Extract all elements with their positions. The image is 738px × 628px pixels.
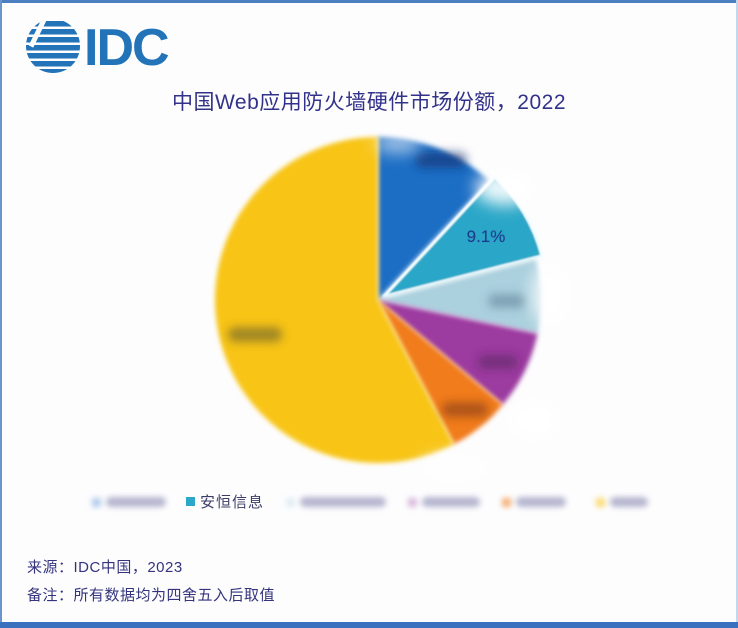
legend-marker-icon bbox=[286, 497, 295, 507]
blur-smear bbox=[531, 263, 571, 327]
pie-slice-6 bbox=[214, 136, 454, 464]
legend-item-2-anheng: 安恒信息 bbox=[186, 492, 265, 511]
legend-label: 安恒信息 bbox=[200, 493, 265, 511]
legend-item-3-redacted bbox=[286, 493, 386, 511]
legend-item-4-redacted bbox=[408, 493, 480, 511]
redacted-legend-text bbox=[422, 497, 480, 507]
legend-item-1-redacted bbox=[92, 493, 166, 511]
legend-marker-icon bbox=[92, 497, 101, 507]
chart-legend: 安恒信息 bbox=[0, 488, 738, 514]
blur-smear bbox=[419, 454, 491, 482]
legend-item-6-redacted bbox=[596, 493, 648, 511]
blur-smear bbox=[374, 133, 422, 153]
redacted-label-blue-slice bbox=[415, 152, 467, 168]
redacted-legend-text bbox=[610, 497, 648, 507]
note-line: 备注：所有数据均为四舍五入后取值 bbox=[27, 587, 276, 604]
frame-border-bottom bbox=[0, 622, 738, 628]
redacted-legend-text bbox=[300, 497, 386, 507]
source-line: 来源：IDC中国，2023 bbox=[27, 559, 183, 576]
legend-item-5-redacted bbox=[502, 493, 566, 511]
idc-globe-icon bbox=[26, 19, 80, 73]
redacted-legend-text bbox=[516, 497, 566, 507]
redacted-label-yellow-slice bbox=[228, 327, 282, 342]
idc-logo: IDC bbox=[26, 19, 171, 77]
pie-slice-1 bbox=[378, 137, 489, 300]
legend-marker-icon bbox=[502, 497, 511, 507]
pie-slice-3 bbox=[378, 259, 542, 334]
redacted-legend-text bbox=[106, 497, 166, 507]
redacted-label-lightblue-slice bbox=[488, 294, 526, 308]
data-label-9-1-percent: 9.1% bbox=[466, 227, 506, 246]
chart-title: 中国Web应用防火墙硬件市场份额，2022 bbox=[171, 91, 566, 114]
pie-slice-4 bbox=[378, 300, 538, 405]
legend-marker-icon bbox=[596, 497, 605, 507]
redacted-label-orange-slice bbox=[442, 402, 488, 417]
redacted-label-purple-slice bbox=[478, 355, 518, 369]
legend-marker-icon bbox=[186, 496, 195, 506]
frame-border-top bbox=[0, 0, 738, 3]
blur-smear bbox=[475, 171, 535, 205]
frame-border-left bbox=[0, 0, 2, 628]
legend-marker-icon bbox=[408, 497, 417, 507]
frame-border-right bbox=[736, 0, 738, 628]
blur-smear bbox=[507, 399, 561, 441]
idc-logo-text: IDC bbox=[84, 19, 169, 77]
